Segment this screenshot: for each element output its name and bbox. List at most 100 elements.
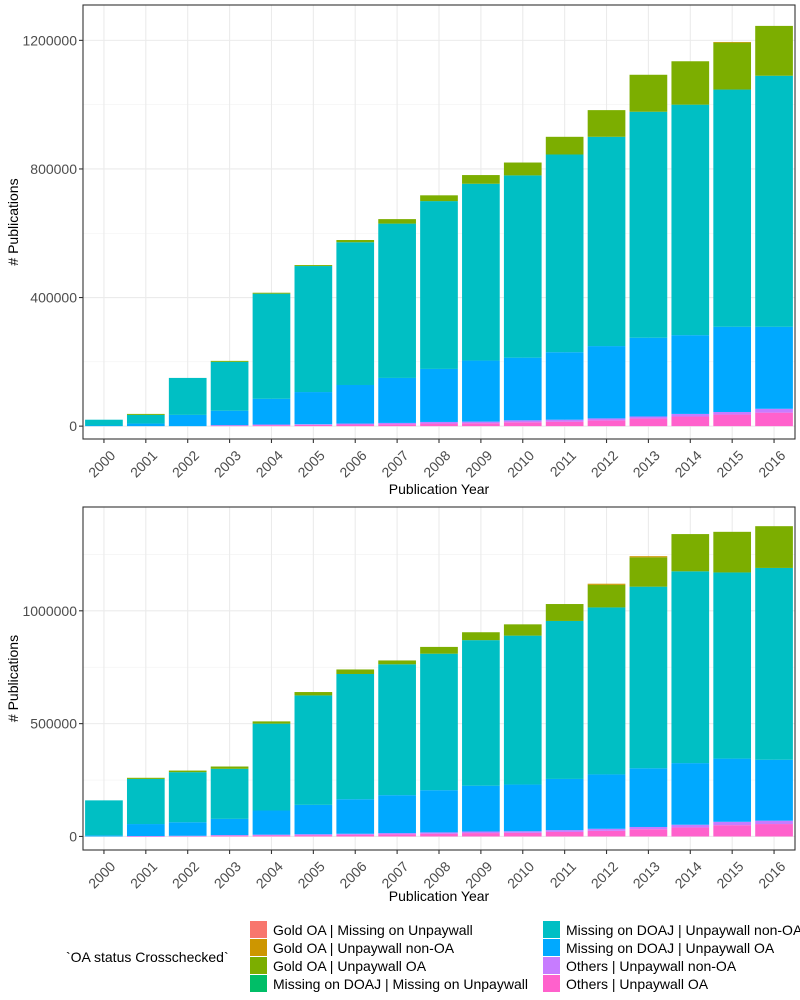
x-tick-label: 2000: [85, 858, 118, 891]
bar-segment: [545, 136, 584, 155]
bar-segment: [420, 201, 458, 369]
bar-segment: [210, 768, 249, 819]
y-axis-title: # Publications: [5, 178, 21, 265]
legend-label: Gold OA | Unpaywall non-OA: [273, 940, 455, 956]
y-tick-label: 800000: [30, 161, 77, 177]
bar-segment: [755, 75, 793, 327]
bar-segment: [294, 695, 333, 805]
legend-item: Gold OA | Unpaywall OA: [250, 957, 427, 974]
bar-segment: [755, 820, 793, 825]
bar-segment: [168, 770, 207, 773]
bar-segment: [85, 800, 123, 836]
bar-segment: [420, 646, 458, 654]
x-axis-title: Publication Year: [389, 888, 490, 904]
bar-segment: [252, 398, 291, 425]
legend-label: Missing on DOAJ | Missing on Unpaywall: [273, 976, 528, 992]
bar-segment: [713, 531, 752, 573]
bar-segment: [378, 795, 416, 834]
x-tick-label: 2006: [336, 858, 369, 891]
bar-segment: [503, 831, 542, 833]
bar-segment: [713, 825, 752, 837]
bar-segment: [294, 692, 333, 696]
legend-item: Missing on DOAJ | Unpaywall OA: [543, 939, 775, 956]
bar-segment: [336, 424, 375, 427]
bar-segment: [587, 828, 626, 831]
bar-segment: [755, 412, 793, 427]
legend-swatch: [250, 921, 267, 938]
bar-segment: [503, 357, 542, 421]
bar-segment: [629, 111, 668, 338]
legend-title: `OA status Crosschecked`: [66, 949, 229, 965]
bar-segment: [545, 352, 584, 420]
legend-swatch: [250, 939, 267, 956]
bar-segment: [462, 175, 500, 184]
y-tick-label: 400000: [30, 290, 77, 306]
bar-segment: [252, 723, 291, 811]
x-tick-label: 2008: [420, 447, 453, 480]
bar-segment: [378, 664, 416, 796]
bar-segment: [126, 777, 165, 779]
bar-segment: [587, 110, 626, 137]
x-tick-label: 2003: [211, 447, 244, 480]
bar-segment: [629, 337, 668, 417]
bar-segment: [420, 790, 458, 833]
x-tick-label: 2010: [504, 447, 537, 480]
bar-segment: [252, 293, 291, 399]
x-tick-label: 2001: [127, 447, 160, 480]
x-tick-label: 2013: [630, 858, 663, 891]
bar-segment: [126, 824, 165, 837]
bar-segment: [671, 827, 710, 837]
legend: `OA status Crosschecked` Gold OA | Missi…: [66, 921, 800, 992]
bar-segment: [420, 833, 458, 837]
bar-segment: [671, 335, 710, 414]
bar-segment: [294, 835, 333, 837]
bar-segment: [336, 834, 375, 837]
bar-segment: [336, 669, 375, 674]
bar-segment: [420, 832, 458, 834]
bar-segment: [503, 175, 542, 358]
x-tick-label: 2001: [127, 858, 160, 891]
legend-item: Missing on DOAJ | Unpaywall non-OA: [543, 921, 800, 938]
bar-segment: [336, 833, 375, 835]
bar-segment: [252, 834, 291, 836]
bar-segment: [755, 526, 793, 568]
x-tick-label: 2014: [671, 858, 704, 891]
bar-segment: [545, 831, 584, 837]
bar-segment: [420, 423, 458, 427]
x-tick-label: 2013: [630, 447, 663, 480]
x-tick-label: 2003: [211, 858, 244, 891]
bar-segment: [545, 778, 584, 831]
bar-segment: [755, 326, 793, 409]
bar-segment: [545, 620, 584, 779]
legend-item: Gold OA | Missing on Unpaywall: [250, 921, 473, 938]
y-tick-label: 0: [69, 828, 77, 844]
x-tick-label: 2011: [547, 858, 580, 891]
bar-segment: [168, 377, 207, 415]
x-tick-label: 2015: [713, 858, 746, 891]
bar-segment: [713, 326, 752, 412]
x-tick-label: 2010: [504, 858, 537, 891]
bar-segment: [671, 763, 710, 825]
y-tick-label: 1200000: [22, 32, 77, 48]
bar-segment: [378, 660, 416, 665]
bar-segment: [210, 425, 249, 426]
bar-segment: [587, 346, 626, 419]
bar-segment: [755, 25, 793, 76]
bar-segment: [378, 424, 416, 427]
bar-segment: [378, 422, 416, 425]
x-tick-label: 2011: [547, 447, 580, 480]
bar-segment: [420, 653, 458, 791]
bar-segment: [378, 219, 416, 224]
bar-segment: [629, 416, 668, 419]
bar-segment: [378, 223, 416, 378]
y-tick-label: 500000: [30, 716, 77, 732]
x-tick-label: 2015: [713, 447, 746, 480]
x-tick-label: 2016: [755, 858, 788, 891]
bar-segment: [755, 408, 793, 413]
bar-segment: [336, 423, 375, 425]
legend-label: Missing on DOAJ | Unpaywall OA: [566, 940, 775, 956]
y-tick-label: 1000000: [22, 603, 77, 619]
x-tick-label: 2002: [169, 447, 202, 480]
legend-label: Others | Unpaywall OA: [566, 976, 709, 992]
x-tick-label: 2004: [253, 447, 286, 480]
